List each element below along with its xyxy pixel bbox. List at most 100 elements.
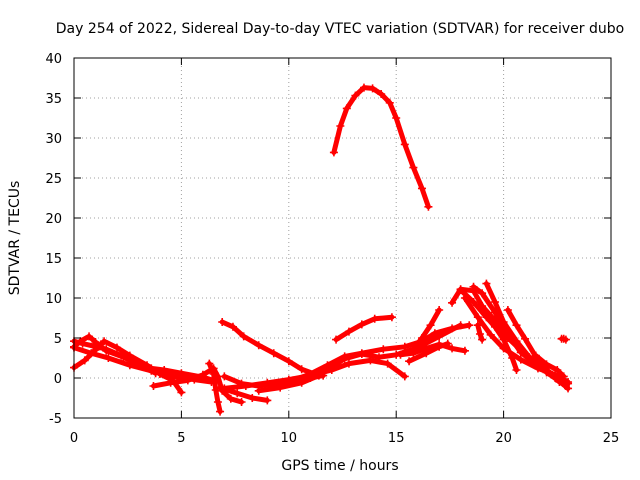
x-axis-label: GPS time / hours xyxy=(281,458,398,474)
data-point xyxy=(80,356,89,365)
data-point xyxy=(430,329,439,338)
data-point xyxy=(239,332,248,341)
data-point xyxy=(555,378,564,386)
data-point xyxy=(559,372,568,381)
data-point xyxy=(473,313,482,322)
data-point xyxy=(448,344,457,353)
series-trace xyxy=(505,307,562,385)
axis-ticks: 0 5 10 15 20 25 -5 0 5 10 15 20 25 30 35 40 xyxy=(45,52,619,446)
data-point xyxy=(149,382,158,390)
data-point xyxy=(168,372,177,381)
data-point xyxy=(340,352,349,361)
data-point xyxy=(553,366,562,374)
data-point xyxy=(138,362,147,371)
series-trace xyxy=(533,353,567,379)
y-tick-label: 0 xyxy=(54,372,62,387)
data-point xyxy=(205,359,214,368)
data-point xyxy=(448,298,457,307)
data-point xyxy=(400,372,409,381)
data-point xyxy=(344,327,353,336)
data-point xyxy=(248,394,257,402)
data-point xyxy=(525,353,534,362)
x-tick-label: 20 xyxy=(495,431,512,446)
data-point xyxy=(297,365,306,374)
data-point xyxy=(383,359,392,368)
data-point xyxy=(297,378,306,387)
y-tick-label: 5 xyxy=(54,332,62,347)
x-tick-label: 5 xyxy=(177,431,185,446)
x-tick-label: 15 xyxy=(388,431,405,446)
series-trace xyxy=(269,322,472,389)
data-point xyxy=(166,378,175,387)
data-point xyxy=(85,332,94,341)
data-point xyxy=(392,114,401,122)
data-point xyxy=(396,350,405,359)
data-point xyxy=(370,314,379,323)
data-point xyxy=(475,330,484,338)
data-point xyxy=(499,335,508,344)
data-point xyxy=(499,318,508,326)
data-point xyxy=(544,367,553,376)
data-point xyxy=(102,346,111,355)
data-point xyxy=(218,318,227,326)
data-point xyxy=(342,104,351,113)
data-point xyxy=(400,140,409,149)
data-point xyxy=(448,324,457,333)
data-point xyxy=(473,321,482,330)
data-point xyxy=(254,386,263,395)
y-tick-label: 25 xyxy=(45,172,62,187)
data-point xyxy=(306,370,315,378)
series-track-16 xyxy=(405,339,452,366)
data-point xyxy=(417,334,426,342)
data-point xyxy=(499,344,508,353)
data-point xyxy=(387,313,396,322)
chart-title: Day 254 of 2022, Sidereal Day-to-day VTE… xyxy=(56,21,624,37)
data-point xyxy=(516,355,525,364)
data-point xyxy=(409,163,418,172)
data-point xyxy=(211,386,220,394)
data-point xyxy=(465,321,474,330)
data-point xyxy=(359,83,368,92)
data-point xyxy=(482,313,491,322)
data-point xyxy=(100,337,109,346)
data-point xyxy=(323,361,332,370)
data-point xyxy=(377,90,386,98)
data-point xyxy=(542,360,551,369)
data-point xyxy=(503,306,512,314)
data-point xyxy=(460,346,469,355)
y-tick-label: 30 xyxy=(45,132,62,147)
data-point xyxy=(198,370,207,379)
data-point xyxy=(375,353,384,362)
data-point xyxy=(435,306,444,314)
series-trace xyxy=(406,341,451,364)
data-point xyxy=(357,349,366,358)
data-point xyxy=(233,389,242,398)
data-point xyxy=(220,372,229,381)
series-track-23 xyxy=(473,321,487,344)
series-track-8 xyxy=(218,318,319,378)
data-point xyxy=(460,294,469,302)
data-series xyxy=(70,83,573,416)
series-track-24 xyxy=(503,306,564,386)
data-point xyxy=(344,359,353,368)
series-trace xyxy=(331,85,431,210)
data-point xyxy=(183,376,192,385)
series-trace xyxy=(333,314,395,343)
data-point xyxy=(228,322,237,331)
data-point xyxy=(491,322,500,331)
x-tick-label: 0 xyxy=(70,431,78,446)
data-point xyxy=(435,342,444,351)
data-point xyxy=(267,382,276,390)
data-point xyxy=(263,396,272,405)
data-point xyxy=(284,357,293,366)
x-tick-label: 25 xyxy=(603,431,620,446)
data-point xyxy=(424,202,433,211)
data-point xyxy=(469,282,478,291)
y-tick-label: -5 xyxy=(49,412,62,427)
data-point xyxy=(478,289,487,298)
y-tick-label: 35 xyxy=(45,92,62,107)
series-track-4 xyxy=(70,332,160,378)
series-trace xyxy=(219,319,318,377)
series-trace xyxy=(71,333,159,376)
